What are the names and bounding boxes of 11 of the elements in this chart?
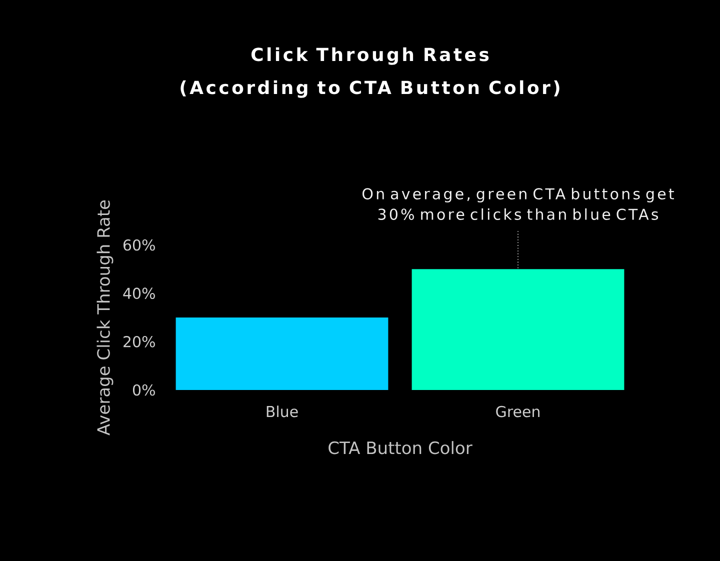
chart-title: Click Through Rates: [251, 47, 489, 65]
x-tick-label: Blue: [266, 406, 298, 418]
y-tick-label: 60%: [124, 239, 155, 251]
x-axis-title: CTA Button Color: [328, 441, 472, 454]
y-tick-label: 40%: [123, 288, 155, 300]
y-tick-label: 20%: [124, 336, 155, 348]
chart-subtitle: (According to CTA Button Color): [180, 80, 560, 98]
y-axis-title: Average Click Through Rate: [96, 200, 114, 436]
x-tick-label: Green: [496, 406, 540, 418]
y-tick-label: 0%: [132, 384, 155, 396]
annotation: On average, green CTA buttons get 30% more clicks than blue CTAs: [362, 188, 674, 220]
